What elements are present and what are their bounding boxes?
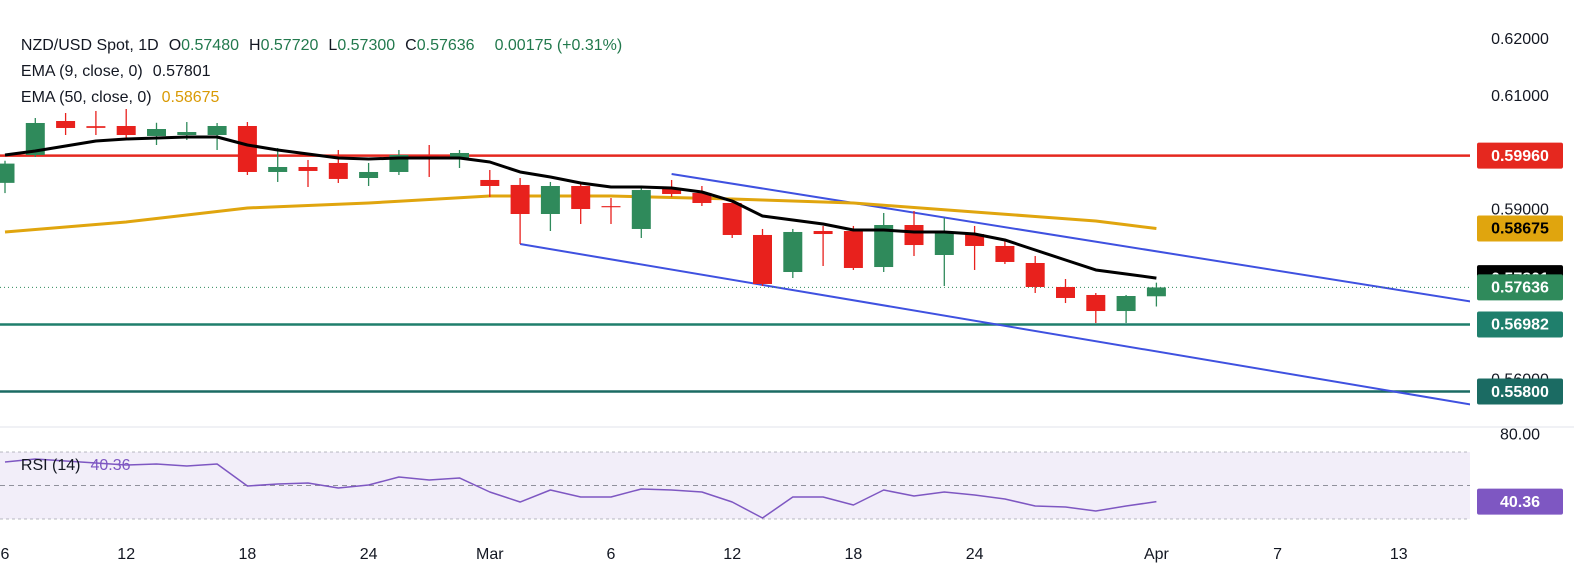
- rsi-tick-label: 80.00: [1500, 426, 1540, 443]
- ema50-name: EMA (50, close, 0): [20, 89, 152, 106]
- candle-body: [571, 185, 591, 210]
- price-box: [1477, 378, 1563, 405]
- x-tick-label: 7: [1273, 546, 1282, 563]
- ema9-legend: EMA (9, close, 0) 0.57801: [12, 36, 221, 84]
- candle-body: [1116, 295, 1136, 312]
- candle-body: [298, 166, 318, 171]
- x-tick-label: 24: [360, 546, 378, 563]
- x-tick-label: 6: [607, 546, 616, 563]
- candle-body: [631, 190, 651, 229]
- x-tick-label: 13: [1390, 546, 1408, 563]
- candle-body: [783, 231, 803, 273]
- ema9-value: 0.57801: [152, 63, 211, 80]
- candle-body: [965, 234, 985, 246]
- rsi-legend: RSI (14) 40.36: [12, 430, 141, 478]
- ohlc-key: C: [405, 37, 417, 54]
- y-tick-label: 0.59000: [1491, 201, 1549, 218]
- candle-body: [0, 163, 15, 183]
- ema9-line: [4, 135, 1157, 280]
- rsi-line: [4, 458, 1157, 519]
- trend-line: [671, 172, 1470, 303]
- price-box-label: 0.59960: [1491, 148, 1549, 165]
- change-label: 0.00175 (+0.31%): [494, 37, 623, 54]
- candle-body: [86, 126, 106, 128]
- ohlc-item: C0.57636: [405, 37, 474, 54]
- candle-body: [662, 187, 682, 194]
- candle-body: [540, 185, 560, 215]
- candle-body: [450, 152, 469, 158]
- candle-body: [328, 162, 348, 179]
- candle-body: [480, 179, 500, 186]
- ohlc-values: O0.57480 H0.57720 L0.57300 C0.57636: [169, 37, 485, 54]
- candle-body: [722, 203, 742, 235]
- candle-body: [359, 171, 379, 178]
- candle-body: [116, 125, 136, 136]
- price-box-label: 40.36: [1500, 494, 1540, 511]
- ohlc-value: 0.57636: [416, 37, 475, 54]
- rsi-name: RSI (14): [20, 457, 81, 474]
- candle-body: [1086, 294, 1106, 312]
- price-box: [1477, 488, 1563, 515]
- ohlc-key: H: [249, 37, 261, 54]
- x-tick-label: Apr: [1144, 546, 1170, 563]
- y-tick-label: 0.61000: [1491, 88, 1549, 105]
- candle-body: [692, 192, 712, 204]
- candle-body: [995, 245, 1015, 262]
- candle-body: [904, 225, 924, 246]
- candle-body: [510, 184, 530, 215]
- price-box: [1477, 215, 1563, 242]
- ohlc-item: L0.57300: [328, 37, 395, 54]
- candle-body: [934, 231, 954, 255]
- candle-body: [874, 225, 894, 268]
- symbol-title: NZD/USD Spot, 1D: [20, 37, 159, 54]
- header-legend: NZD/USD Spot, 1D O0.57480 H0.57720 L0.57300…: [12, 10, 632, 58]
- price-box-label: 0.56982: [1491, 317, 1549, 334]
- price-box-label: 0.57636: [1491, 280, 1549, 297]
- ohlc-value: 0.57480: [181, 37, 239, 54]
- ema50-legend: EMA (50, close, 0) 0.58675: [12, 62, 229, 110]
- candle-body: [237, 125, 257, 172]
- ohlc-key: O: [168, 37, 182, 54]
- price-box-label: 0.55800: [1491, 384, 1549, 401]
- candle-body: [177, 132, 197, 136]
- ema50-value: 0.58675: [161, 89, 220, 106]
- candle-body: [753, 234, 772, 284]
- candle-body: [207, 125, 227, 136]
- ohlc-key: L: [328, 37, 338, 54]
- price-box: [1477, 311, 1563, 338]
- candle-body: [268, 166, 288, 172]
- candle-body: [1146, 287, 1166, 297]
- ohlc-value: 0.57720: [260, 37, 319, 54]
- x-tick-label: 12: [117, 546, 135, 563]
- y-tick-label: 0.62000: [1491, 31, 1549, 48]
- ohlc-item: O0.57480: [169, 37, 239, 54]
- candle-body: [56, 121, 76, 128]
- x-tick-label: 18: [845, 546, 863, 563]
- ohlc-item: H0.57720: [249, 37, 318, 54]
- price-box: [1477, 142, 1563, 169]
- candle-body: [601, 206, 621, 208]
- candle-body: [1025, 262, 1045, 287]
- plot-area: [0, 108, 1470, 520]
- x-tick-label: 24: [966, 546, 984, 563]
- x-tick-label: Mar: [476, 546, 504, 563]
- price-box-label: 0.58675: [1491, 221, 1549, 238]
- x-tick-label: 6: [1, 546, 10, 563]
- x-tick-label: 18: [239, 546, 257, 563]
- trend-line: [519, 243, 1470, 406]
- candle-body: [1056, 286, 1075, 298]
- candle-body: [147, 129, 166, 136]
- candle-body: [25, 122, 45, 155]
- price-box: [1477, 274, 1563, 301]
- candle-body: [843, 231, 863, 268]
- ema9-name: EMA (9, close, 0): [20, 63, 143, 80]
- ohlc-value: 0.57300: [337, 37, 396, 54]
- rsi-value: 40.36: [90, 457, 131, 474]
- x-tick-label: 12: [723, 546, 741, 563]
- candle-body: [813, 231, 833, 235]
